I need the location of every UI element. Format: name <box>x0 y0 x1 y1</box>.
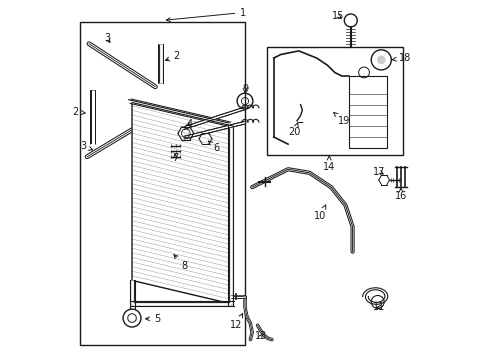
Polygon shape <box>132 101 231 304</box>
Text: 17: 17 <box>373 167 386 177</box>
Text: 2: 2 <box>73 107 85 117</box>
Text: 13: 13 <box>255 331 267 341</box>
Text: 5: 5 <box>146 314 160 324</box>
Text: 3: 3 <box>80 141 93 151</box>
Text: 18: 18 <box>392 53 411 63</box>
Bar <box>267 47 403 155</box>
Text: 12: 12 <box>230 314 243 330</box>
Text: 3: 3 <box>104 33 110 43</box>
Text: 6: 6 <box>208 141 220 153</box>
Text: 11: 11 <box>373 302 386 312</box>
Bar <box>349 76 387 148</box>
Text: 9: 9 <box>242 84 248 94</box>
Circle shape <box>377 55 386 64</box>
Text: 7: 7 <box>172 153 178 163</box>
Text: 14: 14 <box>323 156 335 172</box>
Bar <box>80 22 245 345</box>
Text: 1: 1 <box>167 8 246 22</box>
Text: 10: 10 <box>314 205 326 221</box>
Text: 2: 2 <box>166 51 180 61</box>
Text: 20: 20 <box>288 123 301 136</box>
Text: 19: 19 <box>334 113 350 126</box>
Text: 8: 8 <box>174 255 187 271</box>
Text: 4: 4 <box>186 120 193 129</box>
Text: 15: 15 <box>332 11 344 21</box>
Text: 16: 16 <box>395 188 407 201</box>
